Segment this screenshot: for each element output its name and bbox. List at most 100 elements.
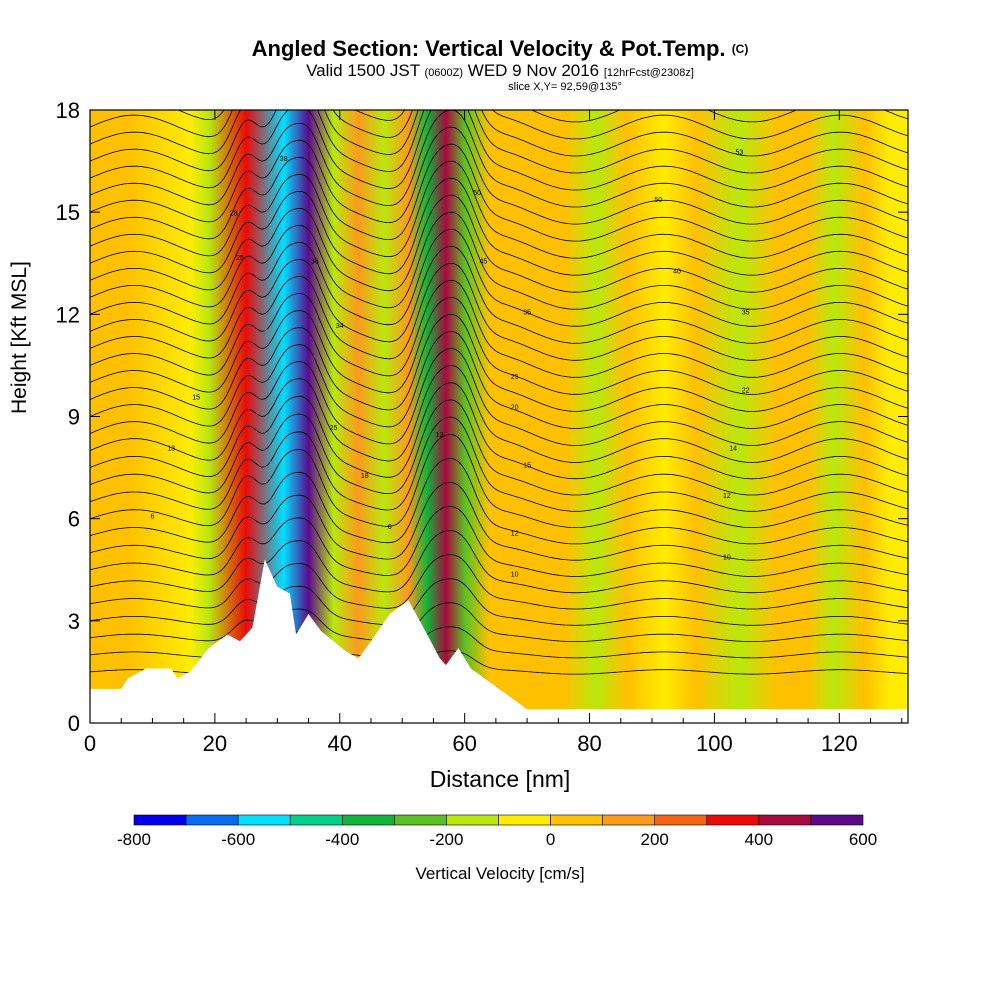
isentrope-label: 45: [479, 258, 487, 265]
isentrope-line: [90, 110, 908, 157]
y-axis-label: Height [Kft MSL]: [8, 261, 31, 414]
colorbar-tick-label: -800: [117, 830, 151, 849]
valid-time: Valid 1500 JST: [306, 61, 420, 80]
isentrope-label: 13: [167, 446, 175, 453]
colorbar-label: Vertical Velocity [cm/s]: [415, 864, 585, 883]
isentrope-label: 14: [729, 446, 737, 453]
colorbar-tick-label: 600: [849, 830, 877, 849]
isentrope-line: [90, 348, 908, 446]
isentrope-label: 13: [436, 432, 444, 439]
isentrope-line: [90, 530, 908, 594]
isentrope-line: [90, 110, 908, 174]
colorbar: -800 -600 -400 -200 0 200 400 600: [117, 814, 877, 849]
isentrope-line: [90, 126, 908, 225]
isentrope-line: [90, 296, 908, 395]
x-tick-label: 20: [203, 731, 227, 756]
isentrope-line: [90, 365, 908, 463]
isentrope-label: 12: [511, 531, 519, 538]
isentrope-line: [90, 382, 908, 480]
chart-title-text: Angled Section: Vertical Velocity & Pot.…: [251, 36, 726, 61]
isentrope-label: 36: [311, 258, 319, 265]
colorbar-bin: [289, 814, 343, 826]
colorbar-tick-label: 0: [546, 830, 555, 849]
isentrope-label: 28: [230, 211, 238, 218]
isentrope-line: [90, 110, 908, 123]
chart-subtitle: Valid 1500 JST (0600Z) WED 9 Nov 2016 [1…: [0, 62, 1000, 82]
isentrope-label: 10: [511, 572, 519, 579]
x-tick-label: 100: [696, 731, 733, 756]
isentrope-label: 25: [330, 425, 338, 432]
colorbar-tick-label: 200: [641, 830, 669, 849]
colorbar-bin: [810, 814, 864, 826]
colorbar-bin: [758, 814, 812, 826]
chart-title: Angled Section: Vertical Velocity & Pot.…: [0, 36, 1000, 62]
valid-zulu: (0600Z): [424, 67, 464, 79]
isentrope-label: 53: [736, 149, 744, 156]
y-tick-label: 15: [56, 200, 80, 225]
isentrope-line: [90, 110, 908, 191]
isentrope-label: 50: [473, 190, 481, 197]
colorbar-bin: [394, 814, 447, 826]
colorbar-tick-label: -400: [325, 830, 359, 849]
colorbar-tick-label: 400: [745, 830, 773, 849]
isentrope-line: [90, 177, 908, 276]
isentrope-label: 34: [336, 323, 344, 330]
velocity-field: [90, 110, 908, 723]
isentrope-line: [90, 433, 908, 528]
y-tick-label: 18: [56, 98, 80, 123]
y-tick-label: 12: [56, 302, 80, 327]
plot-area: 13 6 15 28 25 38 36 34 25 18 6 13 50 45 35 25 20 15 12 10 50…: [90, 110, 908, 723]
isentrope-line: [90, 313, 908, 412]
isentrope-line: [90, 211, 908, 310]
isentrope-line: [90, 330, 908, 429]
colorbar-bin: [237, 814, 291, 826]
y-tick-label: 0: [68, 711, 80, 736]
isentrope-label: 50: [654, 197, 662, 204]
isentrope-line: [90, 482, 908, 561]
isentrope-line: [90, 143, 908, 242]
isentrope-line: [90, 506, 908, 577]
isentrope-labels: 13 6 15 28 25 38 36 34 25 18 6 13 50 45 35 25 20 15 12 10 50…: [150, 149, 749, 578]
isentrope-label: 12: [723, 493, 731, 500]
colorbar-tick-label: -600: [221, 830, 255, 849]
x-tick-label: 120: [821, 731, 858, 756]
chart-title-unit: (C): [731, 42, 749, 56]
isentrope-label: 25: [236, 255, 244, 262]
colorbar-bin: [341, 814, 395, 826]
colorbar-tick-label: -200: [429, 830, 463, 849]
terrain: [90, 559, 908, 723]
x-tick-label: 60: [452, 731, 476, 756]
x-tick-label: 0: [84, 731, 96, 756]
isentrope-line: [90, 578, 908, 626]
isentrope-label: 35: [742, 309, 750, 316]
isentrope-label: 25: [511, 374, 519, 381]
isentrope-label: 22: [742, 388, 750, 395]
isentrope-line: [90, 399, 908, 496]
y-tick-label: 9: [68, 405, 80, 430]
colorbar-bin: [498, 814, 551, 826]
colorbar-bin: [133, 814, 187, 826]
isentrope-line: [90, 554, 908, 610]
forecast-info: [12hrFcst@2308z]: [603, 67, 694, 79]
isentrope-label: 18: [361, 473, 369, 480]
isentrope-label: 15: [192, 394, 200, 401]
isentrope-line: [90, 457, 908, 545]
isentrope-line: [90, 602, 908, 642]
isentrope-label: 20: [511, 405, 519, 412]
isentrope-label: 6: [388, 524, 392, 531]
valid-date: WED 9 Nov 2016: [467, 61, 600, 80]
isentrope-line: [90, 110, 908, 208]
isentrope-line: [90, 245, 908, 344]
colorbar-bin: [446, 814, 499, 826]
isentrope-line: [90, 228, 908, 327]
colorbar-bin: [706, 814, 760, 826]
title-block: Angled Section: Vertical Velocity & Pot.…: [0, 36, 1000, 93]
x-tick-label: 80: [577, 731, 601, 756]
slice-info: slice X,Y= 92,59@135°: [508, 81, 622, 93]
isentrope-label: 35: [523, 309, 531, 316]
y-tick-label: 6: [68, 507, 80, 532]
isentrope-line: [90, 279, 908, 378]
colorbar-bin: [185, 814, 239, 826]
